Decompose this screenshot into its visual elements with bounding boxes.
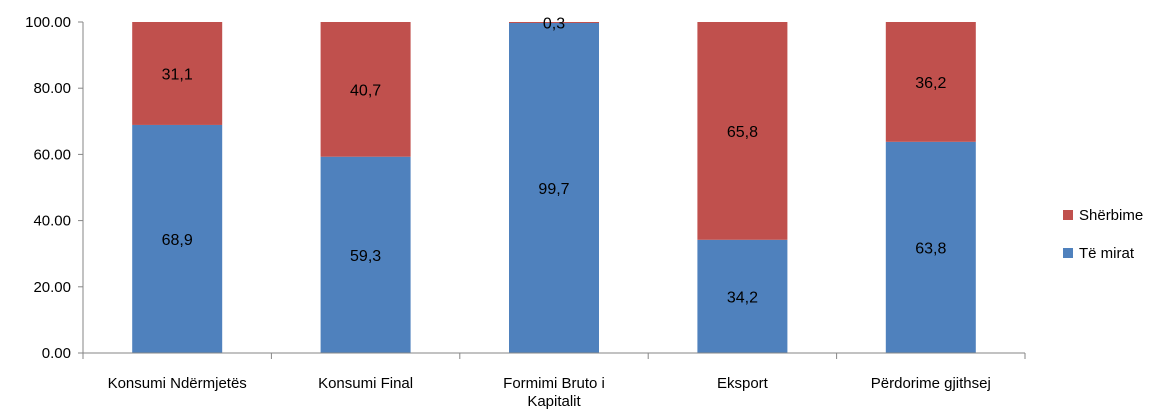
- data-label-te-mirat-perdorime-gjithsej: 63,8: [915, 240, 946, 257]
- y-tick-label: 80.00: [33, 80, 71, 97]
- bar-te-mirat-konsumi-final: [320, 156, 411, 353]
- bars-group: [132, 22, 976, 353]
- legend-label-te-mirat: Të mirat: [1079, 245, 1135, 262]
- data-label-te-mirat-formimi-bruto-i-kapitalit: 99,7: [538, 181, 569, 198]
- bar-sherbime-konsumi-ndermjetes: [132, 22, 223, 125]
- x-category-label: Konsumi Ndërmjetës: [108, 375, 247, 392]
- y-tick-label: 100.00: [25, 14, 71, 31]
- bar-sherbime-konsumi-final: [320, 22, 411, 157]
- data-labels-group: 68,9 31,1 59,3 40,7 99,7 0,3 34,2 65,8 63,8 36,2: [162, 15, 947, 306]
- bar-sherbime-eksport: [697, 22, 788, 240]
- bar-te-mirat-perdorime-gjithsej: [885, 141, 976, 353]
- data-label-sherbime-eksport: 65,8: [727, 124, 758, 141]
- x-category-label: Formimi Bruto i: [503, 375, 605, 392]
- y-ticks-group: 0.00 20.00 40.00 60.00 80.00 100.00: [25, 14, 1026, 362]
- legend-swatch-te-mirat: [1063, 248, 1073, 258]
- bar-sherbime-formimi-bruto-i-kapitalit: [509, 22, 599, 23]
- x-labels-group: Konsumi Ndërmjetës Konsumi Final Formimi B…: [108, 375, 991, 410]
- legend-label-sherbime: Shërbime: [1079, 207, 1143, 224]
- x-category-label: Eksport: [717, 375, 769, 392]
- data-label-te-mirat-konsumi-ndermjetes: 68,9: [162, 232, 193, 249]
- axes-group: [82, 22, 1025, 354]
- y-tick-label: 60.00: [33, 146, 71, 163]
- y-tick-label: 0.00: [42, 345, 71, 362]
- y-tick-label: 20.00: [33, 279, 71, 296]
- data-label-sherbime-formimi-bruto-i-kapitalit: 0,3: [543, 15, 565, 32]
- data-label-sherbime-konsumi-ndermjetes: 31,1: [162, 66, 193, 83]
- data-label-te-mirat-eksport: 34,2: [727, 289, 758, 306]
- x-category-label: Përdorime gjithsej: [871, 375, 991, 392]
- data-label-te-mirat-konsumi-final: 59,3: [350, 248, 381, 265]
- bar-te-mirat-eksport: [697, 239, 788, 353]
- legend: Shërbime Të mirat: [1063, 207, 1143, 262]
- data-label-sherbime-perdorime-gjithsej: 36,2: [915, 75, 946, 92]
- x-category-label: Konsumi Final: [318, 375, 413, 392]
- bar-sherbime-perdorime-gjithsej: [885, 22, 976, 142]
- data-label-sherbime-konsumi-final: 40,7: [350, 82, 381, 99]
- legend-swatch-sherbime: [1063, 210, 1073, 220]
- x-category-label: Kapitalit: [527, 393, 581, 410]
- bar-te-mirat-formimi-bruto-i-kapitalit: [509, 22, 599, 353]
- bar-te-mirat-konsumi-ndermjetes: [132, 124, 223, 353]
- y-tick-label: 40.00: [33, 213, 71, 230]
